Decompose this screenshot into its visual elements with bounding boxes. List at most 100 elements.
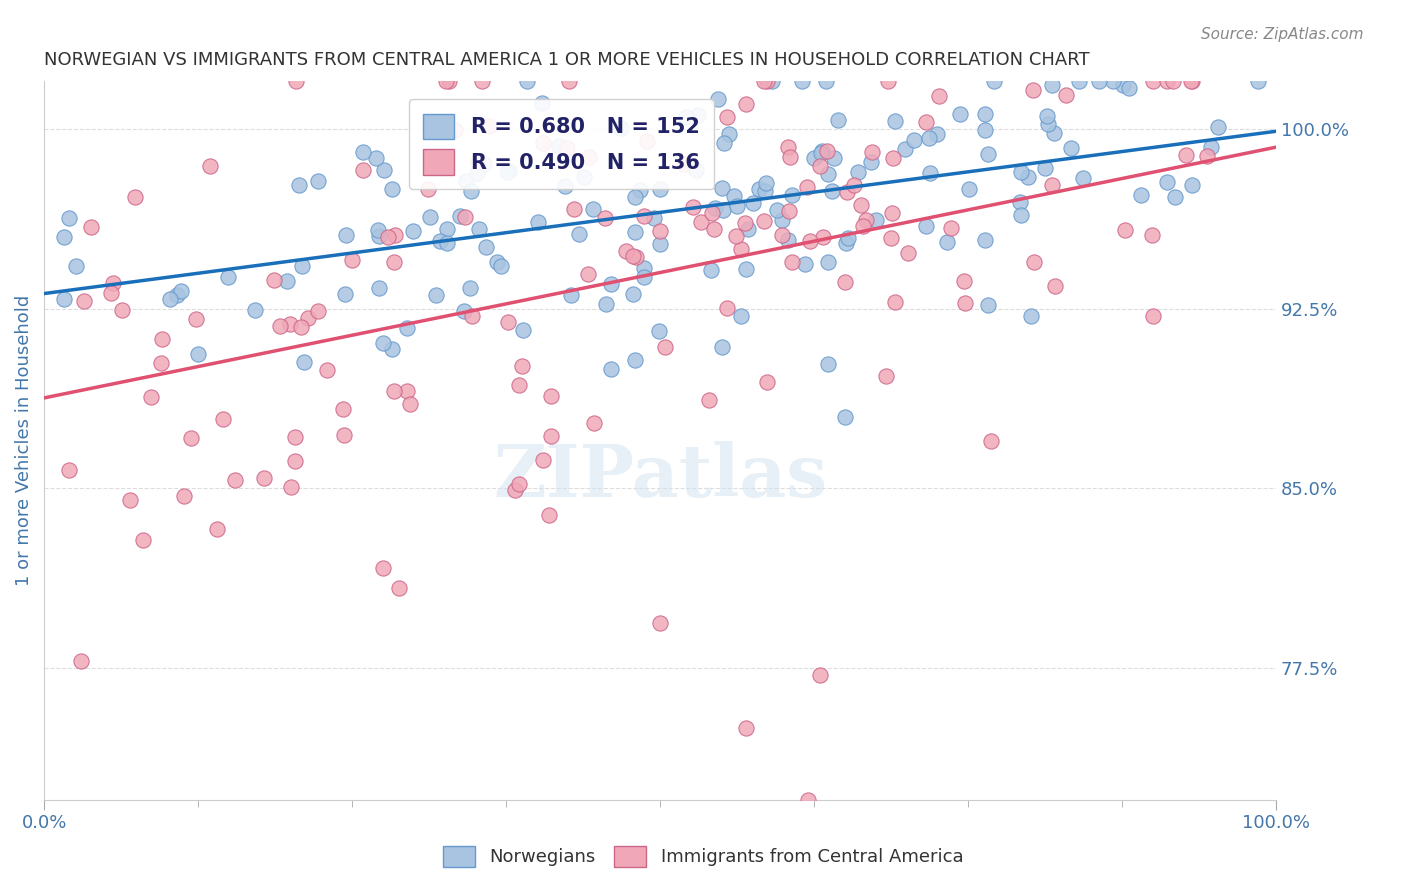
Point — [716, 110, 738, 124]
Point — [53, 293, 76, 307]
Point — [1142, 310, 1164, 324]
Point — [609, 121, 631, 136]
Point — [335, 287, 357, 301]
Point — [949, 107, 972, 121]
Point — [333, 427, 356, 442]
Point — [1140, 227, 1163, 242]
Point — [416, 182, 439, 196]
Point — [903, 133, 925, 147]
Point — [454, 174, 477, 188]
Point — [581, 202, 603, 216]
Point — [471, 74, 494, 88]
Point — [578, 150, 600, 164]
Point — [748, 181, 770, 195]
Point — [496, 165, 519, 179]
Point — [52, 230, 75, 244]
Point — [600, 277, 623, 291]
Point — [388, 582, 411, 596]
Point — [810, 146, 832, 161]
Point — [184, 311, 207, 326]
Point — [648, 224, 671, 238]
Point — [700, 205, 723, 219]
Point — [1161, 74, 1184, 88]
Point — [554, 179, 576, 194]
Point — [621, 249, 644, 263]
Point — [468, 222, 491, 236]
Point — [846, 165, 869, 179]
Point — [1036, 117, 1059, 131]
Point — [381, 342, 404, 356]
Point — [290, 320, 312, 334]
Point — [880, 231, 903, 245]
Point — [808, 668, 831, 682]
Point — [796, 179, 818, 194]
Text: ZIPatlas: ZIPatlas — [494, 441, 827, 512]
Point — [1010, 208, 1032, 222]
Point — [776, 233, 799, 247]
Point — [498, 163, 520, 178]
Point — [883, 114, 905, 128]
Point — [648, 324, 671, 338]
Point — [685, 163, 707, 178]
Point — [352, 162, 374, 177]
Point — [974, 233, 997, 247]
Point — [444, 123, 467, 137]
Point — [284, 430, 307, 444]
Point — [460, 185, 482, 199]
Point — [983, 74, 1005, 88]
Point — [73, 293, 96, 308]
Point — [717, 127, 740, 141]
Point — [973, 107, 995, 121]
Point — [434, 74, 457, 88]
Point — [723, 188, 745, 202]
Point — [1206, 120, 1229, 134]
Point — [437, 74, 460, 88]
Point — [918, 166, 941, 180]
Point — [707, 91, 730, 105]
Point — [436, 235, 458, 250]
Point — [710, 340, 733, 354]
Point — [1045, 278, 1067, 293]
Point — [429, 234, 451, 248]
Point — [953, 296, 976, 310]
Point — [980, 434, 1002, 448]
Point — [711, 202, 734, 217]
Point — [366, 151, 388, 165]
Point — [58, 211, 80, 225]
Point — [278, 317, 301, 331]
Point — [217, 270, 239, 285]
Point — [648, 182, 671, 196]
Point — [382, 255, 405, 269]
Point — [735, 721, 758, 735]
Point — [754, 74, 776, 88]
Point — [280, 480, 302, 494]
Point — [811, 230, 834, 244]
Point — [686, 108, 709, 122]
Point — [1040, 78, 1063, 92]
Point — [467, 154, 489, 169]
Point — [1073, 170, 1095, 185]
Point — [1054, 88, 1077, 103]
Point — [80, 219, 103, 234]
Point — [935, 235, 957, 249]
Point — [703, 222, 725, 236]
Point — [141, 390, 163, 404]
Point — [952, 274, 974, 288]
Legend: Norwegians, Immigrants from Central America: Norwegians, Immigrants from Central Amer… — [436, 838, 970, 874]
Point — [797, 793, 820, 807]
Point — [700, 262, 723, 277]
Point — [842, 178, 865, 193]
Point — [461, 309, 484, 323]
Point — [224, 473, 246, 487]
Y-axis label: 1 or more Vehicles in Household: 1 or more Vehicles in Household — [15, 295, 32, 586]
Point — [572, 170, 595, 185]
Point — [793, 257, 815, 271]
Point — [263, 273, 285, 287]
Point — [516, 74, 538, 88]
Point — [815, 144, 838, 158]
Point — [1008, 194, 1031, 209]
Point — [730, 242, 752, 256]
Point — [835, 235, 858, 250]
Point — [555, 141, 578, 155]
Point — [276, 275, 298, 289]
